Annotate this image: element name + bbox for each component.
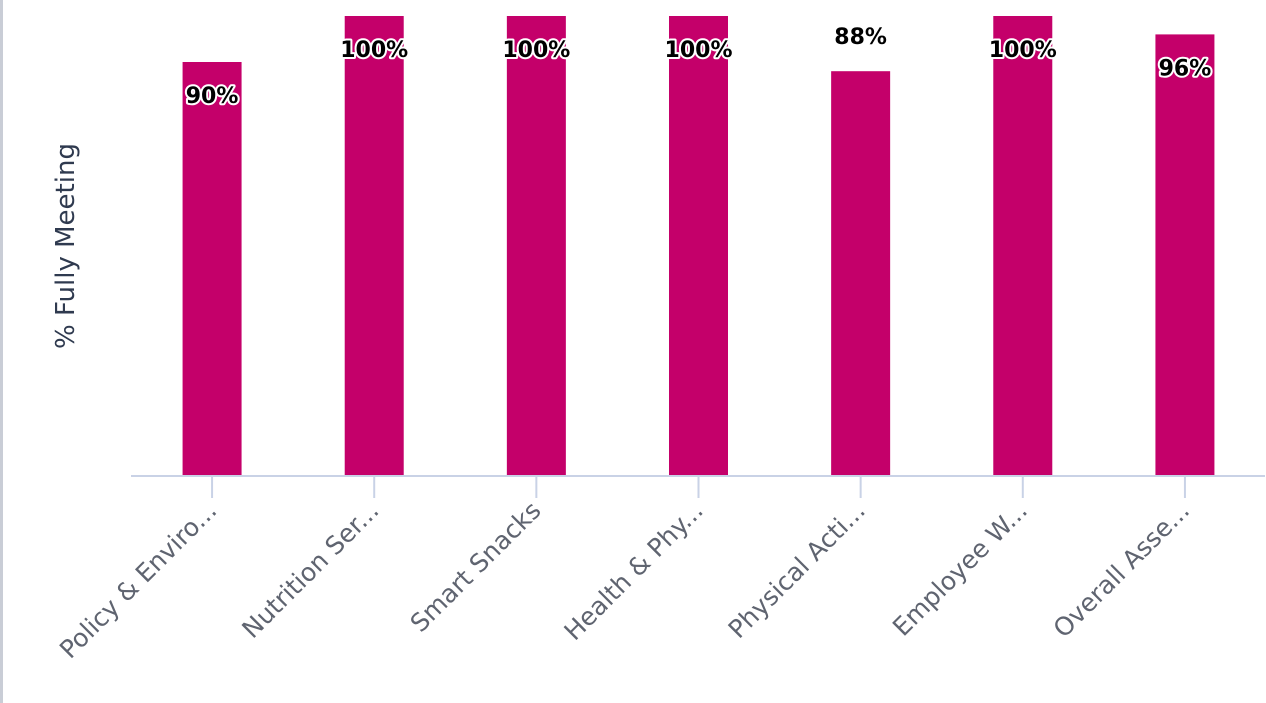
bar[interactable]	[182, 62, 242, 476]
x-tick-label: Nutrition Ser...	[236, 496, 384, 644]
bar[interactable]	[344, 16, 404, 476]
x-tick-label: Overall Asse...	[1048, 496, 1196, 644]
x-ticks-group	[211, 476, 1186, 498]
data-label: 100%	[340, 38, 408, 63]
bars-group	[182, 16, 1215, 477]
left-border	[0, 0, 3, 703]
x-tick-label: Health & Phy...	[558, 496, 708, 646]
bar[interactable]	[831, 71, 891, 476]
x-tick-labels-group: Policy & Enviro... Nutrition Ser... Smart …	[54, 496, 1195, 664]
x-tick-label: Smart Snacks	[405, 496, 547, 638]
x-tick-label: Employee W...	[887, 496, 1033, 642]
x-tick-label: Physical Acti...	[723, 496, 871, 644]
data-label: 90%	[186, 84, 239, 109]
bar[interactable]	[1155, 34, 1215, 477]
data-labels-group: 90% 100% 100% 100% 88% 100% 96%	[184, 25, 1214, 111]
data-label: 96%	[1159, 56, 1212, 81]
data-label: 100%	[989, 38, 1057, 63]
bar[interactable]	[506, 16, 566, 476]
data-label: 100%	[502, 38, 570, 63]
y-axis-title: % Fully Meeting	[51, 143, 81, 349]
bar[interactable]	[993, 16, 1053, 476]
x-tick-label: Policy & Enviro...	[54, 496, 222, 664]
bar[interactable]	[669, 16, 728, 476]
data-label: 88%	[834, 25, 887, 50]
data-label: 100%	[665, 38, 733, 63]
